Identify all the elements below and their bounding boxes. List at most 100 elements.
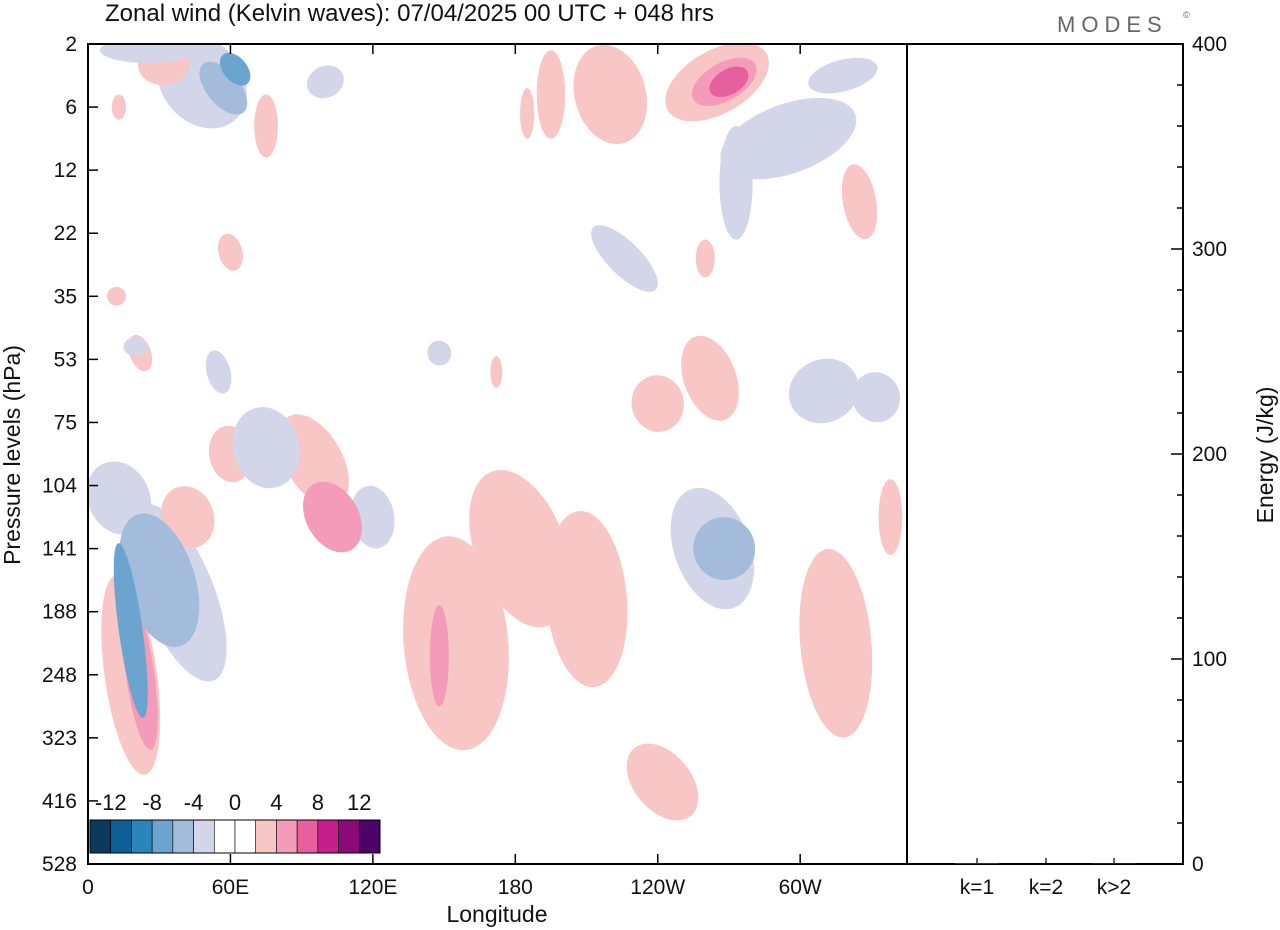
easterly-anomaly-contour — [113, 543, 148, 719]
westerly-anomaly-contour — [573, 44, 648, 145]
colorbar-swatch — [296, 819, 319, 854]
y-tick-label: 35 — [54, 285, 77, 308]
westerly-anomaly-contour — [217, 233, 243, 271]
colorbar-swatch — [358, 819, 381, 854]
y-tick-label: 6 — [65, 96, 77, 119]
westerly-anomaly-contour — [111, 94, 126, 120]
westerly-anomaly-contour — [626, 743, 699, 821]
easterly-anomaly-contour — [351, 485, 395, 549]
easterly-anomaly-contour — [123, 337, 148, 357]
chart-title: Zonal wind (Kelvin waves): 07/04/2025 00… — [105, 0, 714, 27]
x-tick-label: 60W — [779, 876, 822, 899]
colorbar-label: -4 — [184, 790, 204, 815]
westerly-anomaly-contour — [536, 50, 566, 139]
y2-tick-label: 100 — [1192, 648, 1227, 671]
westerly-anomaly-contour — [799, 548, 873, 738]
easterly-anomaly-contour — [205, 350, 232, 394]
colorbar-swatch — [213, 819, 236, 854]
colorbar-swatch — [151, 819, 174, 854]
westerly-anomaly-contour — [878, 479, 903, 555]
westerly-anomaly-contour — [303, 481, 363, 553]
easterly-anomaly-contour — [306, 65, 344, 99]
y2-tick-label: 400 — [1192, 33, 1227, 56]
colorbar-swatch — [89, 819, 112, 854]
easterly-anomaly-contour — [219, 52, 251, 86]
energy-bar — [955, 862, 999, 864]
easterly-anomaly-contour — [852, 372, 901, 423]
colorbar-label: -8 — [142, 790, 162, 815]
colorbar-swatch — [338, 819, 360, 854]
x-tick-label: 180 — [498, 876, 533, 899]
x-tick-label: 0 — [82, 876, 94, 899]
colorbar-frame — [89, 819, 381, 854]
x-tick-label: 60E — [212, 876, 249, 899]
y-tick-label: 248 — [42, 664, 77, 687]
y-tick-label: 22 — [54, 222, 77, 245]
x-tick-label: 120W — [630, 876, 685, 899]
westerly-anomaly-contour — [709, 66, 749, 98]
y-tick-label: 75 — [54, 411, 77, 434]
westerly-anomaly-contour — [160, 486, 215, 549]
westerly-anomaly-contour — [631, 375, 684, 432]
y-axis-label: Pressure levels (hPa) — [0, 345, 25, 565]
westerly-anomaly-contour — [681, 335, 739, 421]
modes-logo-mark: © — [1183, 10, 1190, 20]
y-tick-label: 188 — [42, 601, 77, 624]
westerly-anomaly-contour — [429, 605, 449, 707]
westerly-anomaly-contour — [695, 239, 715, 278]
colorbar-label: 12 — [347, 790, 371, 815]
westerly-anomaly-contour — [403, 536, 509, 751]
westerly-anomaly-contour — [490, 356, 503, 388]
colorbar-label: 8 — [312, 790, 324, 815]
easterly-anomaly-contour — [808, 57, 878, 94]
colorbar-label: 0 — [229, 790, 241, 815]
colorbar: -12 -8 -4 0 4 8 12 — [89, 790, 381, 854]
energy-category-label: k>2 — [1097, 876, 1131, 899]
westerly-anomaly-contour — [520, 88, 535, 139]
easterly-anomaly-contour — [693, 517, 756, 581]
contour-field — [88, 44, 903, 821]
y-tick-label: 323 — [42, 727, 77, 750]
westerly-anomaly-contour — [841, 164, 878, 240]
colorbar-swatch — [131, 819, 153, 854]
energy-bar — [1092, 863, 1136, 864]
colorbar-label: -12 — [95, 790, 127, 815]
easterly-anomaly-contour — [232, 407, 300, 489]
energy-category-label: k=1 — [960, 876, 994, 899]
colorbar-swatch — [317, 819, 339, 854]
axes: 0 60E 120E 180 120W 60W 2 6 12 22 35 53 75 104 141 188 2… — [42, 33, 1227, 899]
colorbar-swatch — [234, 819, 257, 854]
easterly-anomaly-contour — [99, 44, 195, 63]
easterly-anomaly-contour — [427, 340, 452, 366]
y2-axis-label: Energy (J/kg) — [1252, 387, 1278, 524]
colorbar-swatch — [276, 819, 298, 854]
y-tick-label: 104 — [42, 475, 77, 498]
y2-tick-label: 200 — [1192, 443, 1227, 466]
y-tick-label: 12 — [54, 159, 77, 182]
y-tick-label: 141 — [42, 538, 77, 561]
easterly-anomaly-contour — [199, 61, 248, 115]
x-tick-label: 120E — [348, 876, 397, 899]
energy-category-label: k=2 — [1029, 876, 1063, 899]
colorbar-swatch — [110, 819, 132, 854]
easterly-anomaly-contour — [591, 225, 658, 292]
colorbar-swatch — [172, 819, 194, 854]
easterly-anomaly-contour — [720, 97, 857, 180]
y2-tick-label: 300 — [1192, 238, 1227, 261]
y-tick-label: 528 — [42, 853, 77, 876]
energy-panel-frame — [906, 43, 1184, 865]
colorbar-swatch — [255, 819, 277, 854]
westerly-anomaly-contour — [545, 511, 628, 688]
colorbar-swatch — [193, 819, 215, 854]
y-tick-label: 53 — [54, 348, 77, 371]
y-tick-label: 416 — [42, 790, 77, 813]
y2-tick-label: 0 — [1192, 853, 1204, 876]
westerly-anomaly-contour — [106, 286, 126, 306]
westerly-anomaly-contour — [254, 94, 278, 158]
westerly-anomaly-contour — [469, 470, 571, 628]
y-tick-label: 2 — [65, 33, 77, 56]
energy-bars: k=1 k=2 k>2 — [955, 858, 1136, 899]
colorbar-label: 4 — [270, 790, 282, 815]
easterly-anomaly-contour — [719, 126, 753, 240]
